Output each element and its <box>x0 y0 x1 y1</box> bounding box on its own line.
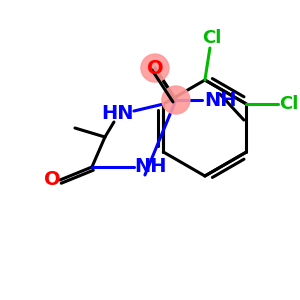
Text: Cl: Cl <box>279 95 298 113</box>
Text: HN: HN <box>102 103 134 122</box>
Text: NH: NH <box>205 91 237 110</box>
Text: NH: NH <box>135 158 167 176</box>
Circle shape <box>141 54 169 82</box>
Text: Cl: Cl <box>202 29 222 47</box>
Text: O: O <box>44 170 60 190</box>
Text: O: O <box>147 58 163 77</box>
Circle shape <box>162 86 190 114</box>
